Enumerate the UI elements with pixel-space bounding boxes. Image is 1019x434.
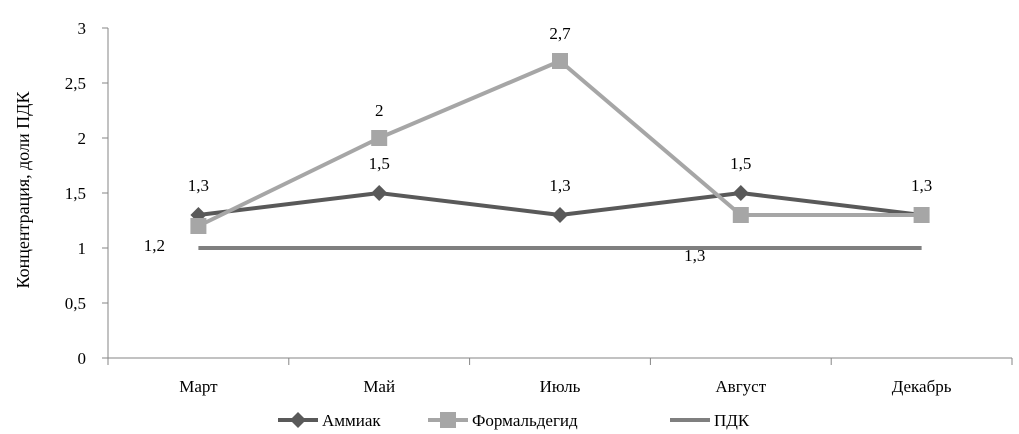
data-point (371, 130, 388, 146)
legend-label: Аммиак (322, 411, 381, 430)
data-label: 1,2 (144, 236, 165, 255)
data-labels: 1,3 1,5 1,3 1,5 1,3 1,2 2 2,7 1,3 (144, 24, 932, 265)
y-tick-label: 1 (78, 239, 87, 258)
data-point (732, 207, 749, 223)
series-layer (190, 53, 930, 250)
legend-item-formaldehyde: Формальдегид (428, 411, 578, 430)
data-point (913, 207, 930, 223)
legend-marker (290, 412, 306, 428)
data-point (552, 207, 568, 223)
x-tick-label: Июль (540, 377, 581, 396)
x-tick-label: Август (715, 377, 766, 396)
data-label: 1,3 (188, 176, 209, 195)
data-label: 2,7 (549, 24, 571, 43)
data-label: 1,3 (549, 176, 570, 195)
x-tick-label: Май (363, 377, 395, 396)
axes: 0 0,5 1 1,5 2 2,5 3 Март Май Июль Август Декабрь (65, 19, 1013, 396)
y-tick-label: 2,5 (65, 74, 86, 93)
data-label: 1,5 (369, 154, 390, 173)
x-tick-label: Март (179, 377, 218, 396)
x-tick-label: Декабрь (892, 377, 952, 396)
y-tick-label: 2 (78, 129, 87, 148)
y-tick-label: 0,5 (65, 294, 86, 313)
series-formaldehyde (190, 53, 930, 234)
legend-label: ПДК (714, 411, 750, 430)
y-tick-label: 1,5 (65, 184, 86, 203)
data-label: 2 (375, 101, 384, 120)
legend-item-pdk: ПДК (670, 411, 750, 430)
data-point (552, 53, 568, 69)
data-label: 1,3 (684, 246, 705, 265)
data-label: 1,3 (911, 176, 932, 195)
y-tick-label: 3 (78, 19, 87, 38)
data-point (190, 218, 207, 234)
data-point (371, 185, 388, 201)
legend: Аммиак Формальдегид ПДК (278, 411, 750, 430)
y-axis-label: Концентрация, доли ПДК (13, 91, 33, 289)
legend-marker (440, 412, 456, 428)
legend-label: Формальдегид (472, 411, 578, 430)
data-label: 1,5 (730, 154, 751, 173)
data-point (732, 185, 749, 201)
legend-item-ammonia: Аммиак (278, 411, 381, 430)
y-tick-label: 0 (78, 349, 87, 368)
